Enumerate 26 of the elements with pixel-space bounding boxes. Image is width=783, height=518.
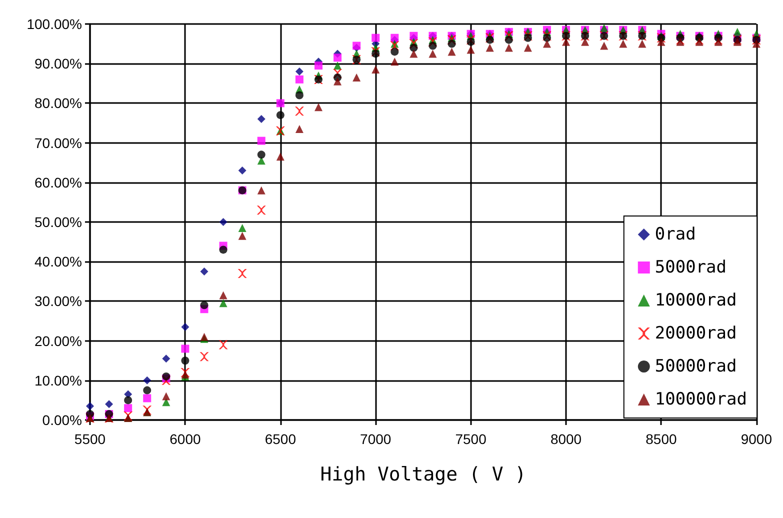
x-tick-label: 7500 [455,431,487,447]
y-tick-label: 80.00% [34,95,82,112]
y-tick-label: 100.00% [26,16,82,32]
y-tick-label: 30.00% [34,293,82,310]
x-axis-title: High Voltage ( V ) [320,464,526,486]
x-tick-label: 8500 [646,431,678,447]
legend-label: 50000rad [654,356,737,376]
y-tick-label: 90.00% [34,56,82,72]
y-tick-label: 50.00% [34,214,82,230]
x-tick-label: 7000 [360,431,392,447]
y-tick-label: 10.00% [34,372,82,388]
y-tick-label: 0.00% [42,412,82,428]
legend-label: 5000rad [654,258,727,278]
legend-label: 10000rad [654,290,737,310]
y-tick-label: 70.00% [34,134,82,151]
y-tick-label: 40.00% [34,254,82,270]
y-tick-label: 20.00% [34,332,82,349]
y-tick-label: 60.00% [34,174,82,190]
x-tick-label: 6000 [170,431,201,447]
x-tick-label: 8000 [550,431,582,447]
legend-label: 100000rad [654,390,748,410]
legend-label: 0rad [654,224,696,244]
legend-label: 20000rad [654,324,737,344]
x-tick-label: 6500 [264,431,296,447]
x-tick-label: 5500 [74,431,106,447]
x-tick-label: 9000 [740,431,772,447]
